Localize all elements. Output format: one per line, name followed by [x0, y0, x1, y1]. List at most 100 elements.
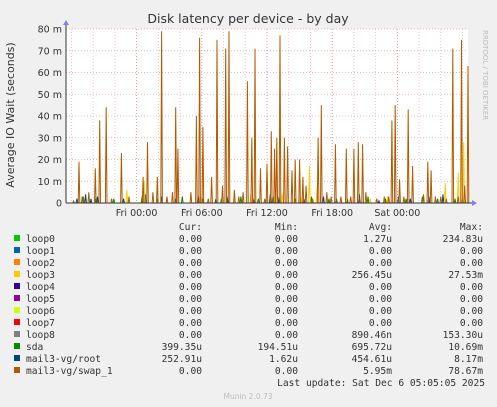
y-tick-label: 40 m	[38, 112, 62, 123]
legend-value: 0.00	[460, 318, 483, 329]
x-tick-labels: Fri 00:00 Fri 06:00 Fri 12:00 Fri 18:00 Sat …	[116, 208, 421, 219]
legend-series-name: loop7	[26, 318, 55, 329]
legend-column-header: Min:	[275, 222, 298, 233]
y-axis-arrow	[63, 20, 69, 25]
x-tick-label: Fri 18:00	[311, 208, 353, 219]
y-tick-label: 0	[56, 199, 62, 210]
legend: Cur: Min: Avg: Max:loop0 0.00 0.00 1.27u 234.83…	[14, 222, 483, 377]
legend-value: 0.00	[275, 366, 298, 377]
legend-value: 1.27u	[363, 234, 392, 245]
legend-value: 0.00	[179, 270, 202, 281]
legend-swatch	[14, 307, 20, 313]
legend-value: 0.00	[369, 282, 392, 293]
legend-series-name: sda	[26, 342, 43, 353]
x-tick-label: Fri 00:00	[116, 208, 158, 219]
legend-column-header: Max:	[460, 222, 483, 233]
legend-value: 0.00	[179, 318, 202, 329]
legend-value: 0.00	[275, 282, 298, 293]
legend-series-name: loop5	[26, 294, 55, 305]
legend-swatch	[14, 355, 20, 361]
legend-swatch	[14, 367, 20, 373]
legend-value: 0.00	[275, 306, 298, 317]
legend-value: 0.00	[275, 294, 298, 305]
legend-value: 0.00	[275, 246, 298, 257]
legend-value: 27.53m	[448, 270, 483, 281]
legend-series-name: loop8	[26, 330, 55, 341]
y-tick-label: 10 m	[38, 177, 62, 188]
legend-value: 0.00	[275, 318, 298, 329]
x-tick-label: Fri 12:00	[246, 208, 288, 219]
legend-value: 0.00	[460, 306, 483, 317]
legend-series-name: loop3	[26, 270, 55, 281]
y-axis-label: Average IO Wait (seconds)	[4, 42, 17, 187]
y-tick-label: 70 m	[38, 46, 62, 57]
legend-swatch	[14, 271, 20, 277]
legend-value: 890.46n	[352, 330, 392, 341]
legend-value: 0.00	[275, 258, 298, 269]
legend-series-name: loop0	[26, 234, 55, 245]
legend-swatch	[14, 259, 20, 265]
legend-column-header: Cur:	[179, 222, 202, 233]
legend-series-name: loop6	[26, 306, 55, 317]
chart-title: Disk latency per device - by day	[147, 11, 349, 26]
y-tick-label: 30 m	[38, 133, 62, 144]
legend-value: 0.00	[275, 270, 298, 281]
x-axis-arrow	[472, 200, 477, 206]
legend-value: 0.00	[460, 246, 483, 257]
legend-value: 695.72u	[352, 342, 392, 353]
legend-value: 454.61u	[352, 354, 392, 365]
legend-swatch	[14, 331, 20, 337]
legend-value: 0.00	[369, 318, 392, 329]
legend-series-name: loop1	[26, 246, 55, 257]
legend-value: 0.00	[369, 258, 392, 269]
legend-value: 0.00	[369, 306, 392, 317]
legend-value: 399.35u	[162, 342, 202, 353]
legend-value: 234.83u	[443, 234, 483, 245]
legend-swatch	[14, 283, 20, 289]
legend-value: 0.00	[179, 234, 202, 245]
legend-value: 0.00	[179, 306, 202, 317]
legend-value: 256.45u	[352, 270, 392, 281]
legend-value: 8.17m	[454, 354, 483, 365]
axes	[63, 20, 477, 206]
legend-value: 0.00	[179, 246, 202, 257]
last-update: Last update: Sat Dec 6 05:05:05 2025	[277, 378, 485, 389]
legend-value: 0.00	[460, 282, 483, 293]
y-tick-label: 60 m	[38, 68, 62, 79]
legend-series-name: mail3-vg/swap_1	[26, 366, 113, 377]
legend-series-name: mail3-vg/root	[26, 354, 101, 365]
legend-series-name: loop2	[26, 258, 55, 269]
legend-value: 0.00	[460, 294, 483, 305]
legend-value: 0.00	[179, 294, 202, 305]
legend-value: 153.30u	[443, 330, 483, 341]
legend-value: 252.91u	[162, 354, 202, 365]
legend-value: 0.00	[369, 294, 392, 305]
legend-swatch	[14, 343, 20, 349]
y-tick-label: 50 m	[38, 90, 62, 101]
legend-value: 194.51u	[258, 342, 298, 353]
rrdtool-credit: RRDTOOL / TOBI OETIKER	[481, 30, 489, 120]
legend-value: 0.00	[275, 330, 298, 341]
legend-series-name: loop4	[26, 282, 55, 293]
legend-value: 0.00	[275, 234, 298, 245]
legend-value: 0.00	[179, 366, 202, 377]
legend-column-header: Avg:	[369, 222, 392, 233]
legend-value: 0.00	[179, 282, 202, 293]
legend-swatch	[14, 247, 20, 253]
legend-value: 0.00	[460, 258, 483, 269]
legend-value: 0.00	[369, 246, 392, 257]
legend-value: 0.00	[179, 330, 202, 341]
munin-footer: Munin 2.0.73	[223, 392, 272, 401]
legend-value: 0.00	[179, 258, 202, 269]
legend-value: 5.95m	[363, 366, 392, 377]
x-tick-label: Sat 00:00	[374, 208, 420, 219]
y-tick-label: 80 m	[38, 25, 62, 36]
x-grid	[71, 29, 463, 203]
legend-swatch	[14, 319, 20, 325]
legend-value: 1.62u	[269, 354, 298, 365]
legend-swatch	[14, 235, 20, 241]
legend-value: 78.67m	[448, 366, 483, 377]
y-tick-label: 20 m	[38, 155, 62, 166]
legend-value: 10.69m	[448, 342, 483, 353]
